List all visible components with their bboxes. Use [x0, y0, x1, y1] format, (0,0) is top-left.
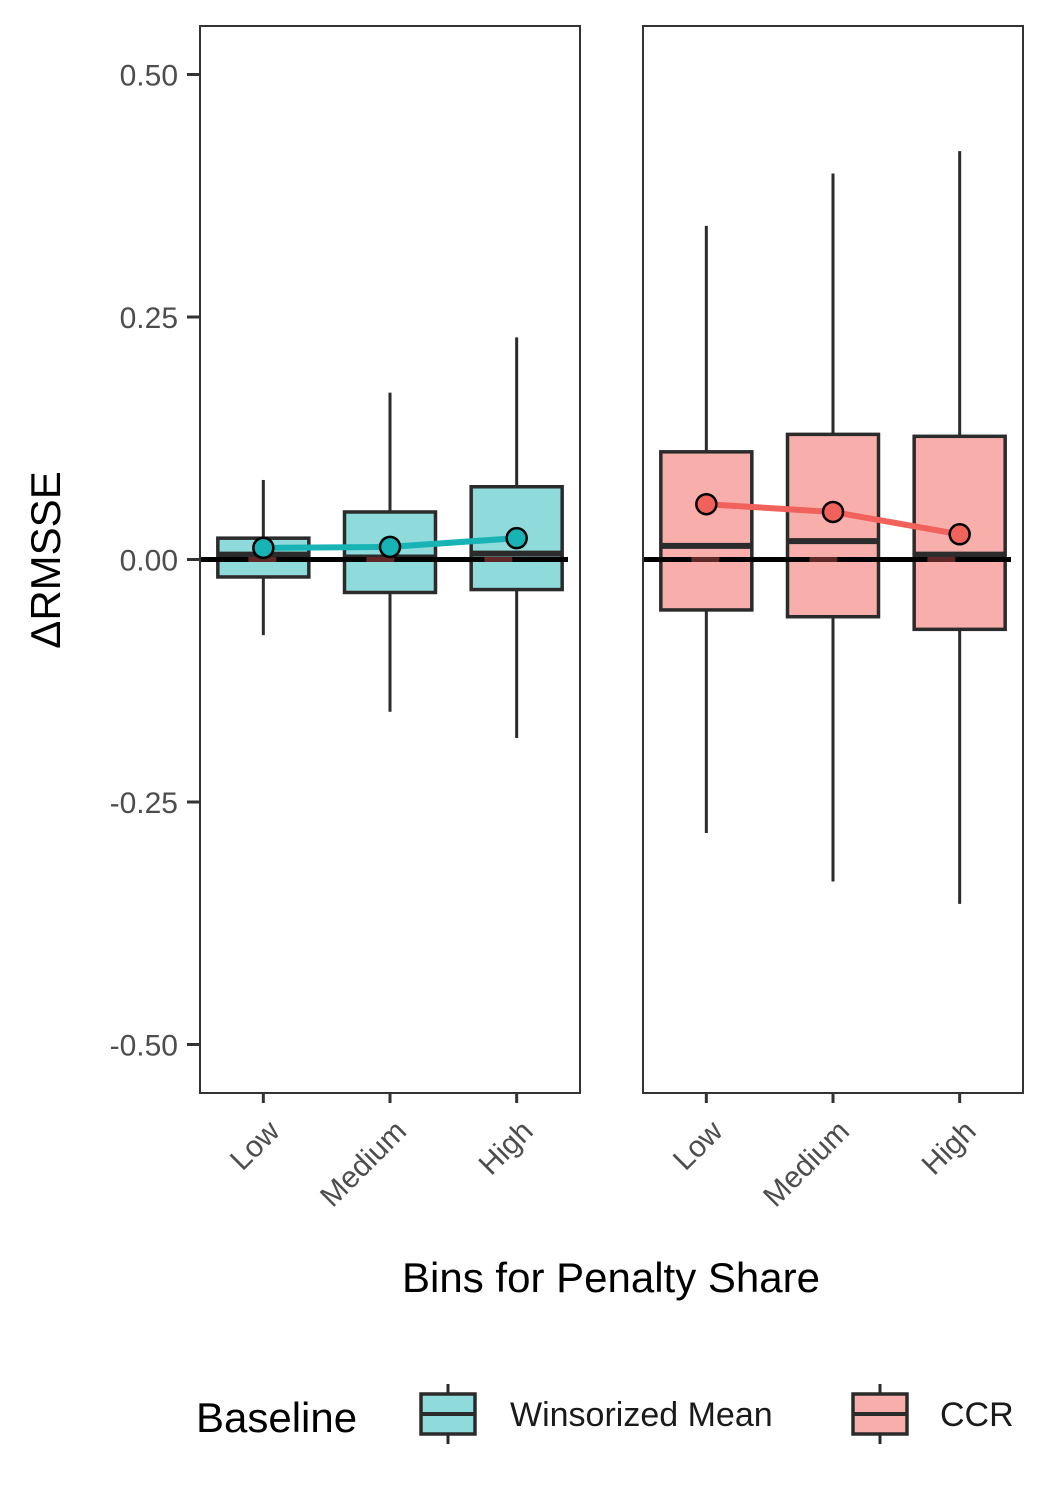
box-medium — [785, 173, 881, 882]
panel-winsorized-mean — [199, 25, 581, 1094]
legend: Baseline Winsorized Mean CCR — [196, 1384, 1014, 1444]
mean-point — [505, 526, 528, 550]
x-axis-title: Bins for Penalty Share — [402, 1254, 820, 1301]
legend-label: CCR — [940, 1396, 1014, 1434]
iqr-box — [785, 432, 881, 619]
box-low — [659, 225, 754, 834]
mean-point — [821, 500, 845, 524]
x-tick-label: High — [473, 1115, 540, 1182]
y-axis: 0.50 0.25 0.00 -0.25 -0.50 — [110, 60, 200, 1063]
iqr-box — [342, 510, 438, 595]
facet-panels — [199, 25, 1024, 1094]
legend-label: Winsorized Mean — [510, 1396, 773, 1434]
mean-point — [378, 535, 402, 559]
y-tick-label: -0.25 — [110, 787, 178, 820]
x-tick-label: High — [916, 1115, 983, 1182]
legend-key-winsorized-mean: Winsorized Mean — [419, 1384, 773, 1444]
y-axis-title: ΔRMSSE — [22, 471, 69, 648]
x-axis: Low Medium High Low Medium High — [224, 1093, 983, 1213]
x-tick-label: Low — [224, 1114, 286, 1176]
mean-point — [695, 492, 718, 516]
legend-title: Baseline — [196, 1394, 357, 1441]
x-tick-label: Medium — [314, 1115, 413, 1214]
y-tick-label: 0.50 — [120, 60, 178, 93]
y-tick-label: 0.25 — [120, 302, 178, 335]
mean-point — [948, 523, 971, 546]
legend-key-ccr: CCR — [851, 1384, 1014, 1444]
mean-point — [252, 536, 275, 560]
y-tick-label: 0.00 — [120, 545, 178, 578]
panel-ccr — [642, 25, 1024, 1094]
x-tick-label: Low — [667, 1114, 729, 1176]
x-tick-label: Medium — [757, 1115, 856, 1214]
iqr-box — [659, 450, 754, 612]
y-tick-label: -0.50 — [110, 1030, 178, 1063]
